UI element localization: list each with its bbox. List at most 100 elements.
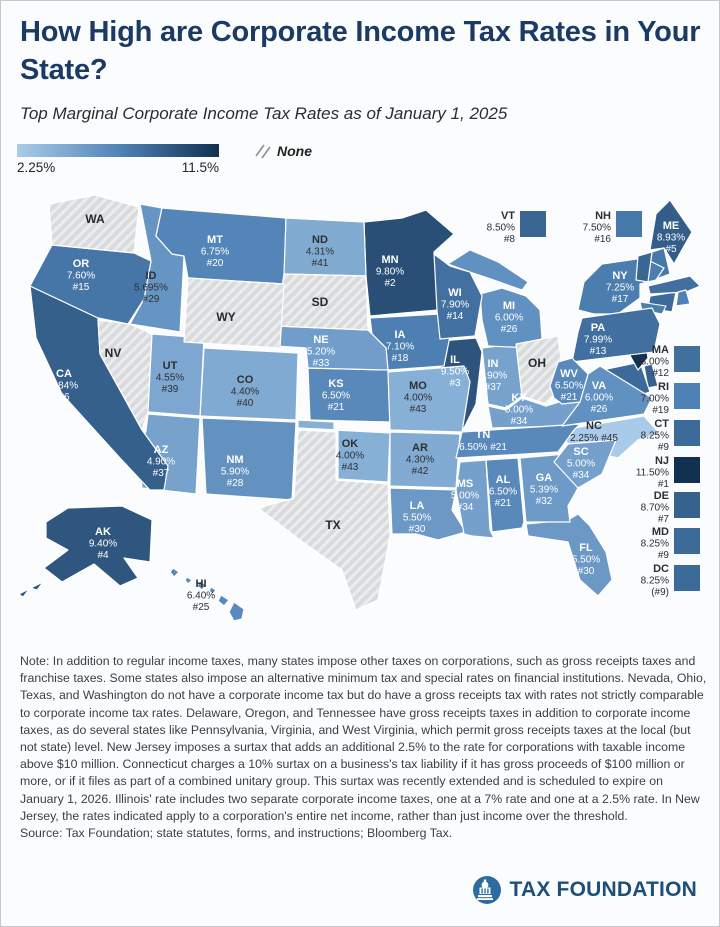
callout-MA: 8.00%: [641, 357, 669, 368]
state-label-FL: FL: [579, 542, 593, 554]
callout-NH: NH: [595, 210, 611, 222]
legend-max-label: 11.5%: [181, 160, 219, 175]
state-label-CA: 8.84%: [50, 381, 78, 392]
state-label-GA: 5.39%: [530, 485, 558, 496]
color-legend: 2.25% 11.5% None: [17, 142, 697, 182]
state-MI: [479, 287, 543, 349]
callout-swatch-DE: [674, 492, 700, 518]
callout-swatch-NJ: [674, 457, 700, 483]
page-subtitle: Top Marginal Corporate Income Tax Rates …: [20, 104, 508, 123]
state-label-SC: 5.00%: [567, 459, 595, 470]
state-label-ME: ME: [663, 220, 680, 232]
state-label-AR: 4.30%: [406, 455, 434, 466]
state-label-OK: 4.00%: [336, 451, 364, 462]
callout-MD: 8.25%: [641, 539, 669, 550]
callout-VT: 8.50%: [487, 223, 515, 234]
state-label-VA: #26: [591, 404, 608, 415]
state-VT: [635, 251, 653, 283]
state-label-WI: #14: [447, 311, 464, 322]
state-label-SD: SD: [312, 295, 329, 309]
state-label-LA: #30: [409, 524, 426, 535]
state-NY-part-2: [639, 301, 667, 315]
state-label-WV: WV: [560, 368, 578, 380]
callout-VT: #8: [504, 234, 516, 245]
hatch-swatch-icon: [255, 144, 271, 159]
callout-swatch-RI: [674, 383, 700, 409]
state-label-VA: 6.00%: [585, 393, 613, 404]
callout-CT: 8.25%: [641, 431, 669, 442]
state-label-IN: IN: [488, 358, 499, 370]
state-OK: [297, 419, 391, 483]
note-block: Note: In addition to regular income taxe…: [20, 653, 708, 842]
state-label-TN: TN: [476, 429, 491, 441]
callout-swatch-NH: [616, 211, 642, 237]
state-label-OK: #43: [342, 462, 359, 473]
state-label-KS: KS: [328, 378, 343, 390]
state-label-AZ: AZ: [154, 444, 169, 456]
state-label-GA: GA: [536, 472, 553, 484]
state-label-ID: ID: [146, 270, 157, 282]
callout-NJ: 11.50%: [636, 468, 669, 479]
state-PA: [571, 307, 661, 363]
state-label-MI: #26: [501, 324, 518, 335]
state-TX: [257, 429, 391, 611]
state-label-CO: CO: [237, 374, 254, 386]
callout-swatch-MD: [674, 528, 700, 554]
state-label-LA: LA: [410, 500, 425, 512]
callout-CT: CT: [654, 418, 669, 430]
state-label-ID: #29: [143, 294, 160, 305]
state-label-PA: 7.99%: [584, 335, 612, 346]
state-WV: [549, 357, 589, 405]
state-MN: [363, 209, 455, 317]
callout-DE: #7: [658, 514, 670, 525]
state-label-SC: #34: [573, 470, 590, 481]
state-label-OR: 7.60%: [67, 271, 95, 282]
state-label-OR: OR: [73, 258, 90, 270]
state-label-SC: SC: [573, 446, 588, 458]
callout-MA: MA: [652, 344, 669, 356]
state-label-UT: 4.55%: [156, 373, 184, 384]
state-label-AZ: #37: [153, 468, 170, 479]
callout-NJ: NJ: [655, 455, 669, 467]
state-label-NY: 7.25%: [606, 283, 634, 294]
state-label-MN: 9.80%: [376, 267, 404, 278]
state-label-AL: AL: [496, 474, 511, 486]
state-AK: [43, 505, 153, 587]
state-label-MO: MO: [409, 380, 427, 392]
state-label-UT: UT: [163, 360, 178, 372]
callout-MA: #12: [652, 368, 669, 379]
brand-name: TAX FOUNDATION: [509, 878, 697, 901]
legend-none-entry: None: [253, 142, 312, 160]
state-NM: [201, 417, 297, 501]
state-label-AL: #21: [495, 498, 512, 509]
state-label-IL: 9.50%: [441, 367, 469, 378]
state-label-NE: 5.20%: [307, 347, 335, 358]
state-label-AR: #42: [412, 466, 429, 477]
state-label-NV: NV: [105, 346, 122, 360]
state-label-KY: 5.00%: [505, 405, 533, 416]
state-MS: [455, 459, 495, 539]
legend-gradient-bar: [17, 144, 219, 157]
page-title: How High are Corporate Income Tax Rates …: [20, 16, 701, 86]
callout-swatch-MA: [674, 346, 700, 372]
state-label-VA: VA: [592, 380, 607, 392]
state-TN: [455, 423, 581, 459]
state-label-WV: #21: [561, 392, 578, 403]
state-label-WV: 6.50%: [555, 381, 583, 392]
state-label-LA: 5.50%: [403, 513, 431, 524]
state-label-CO: #40: [237, 398, 254, 409]
us-choropleth-map: AL6.50%#21AK9.40%#4AZ4.90%#37AR4.30%#42C…: [18, 194, 701, 622]
callout-CT: #9: [658, 442, 670, 453]
state-label-ME: 8.93%: [657, 233, 685, 244]
state-label-ME: #5: [665, 244, 677, 255]
state-label-TN: 6.50% #21: [459, 442, 507, 453]
state-label-WA: WA: [85, 212, 105, 226]
state-MI-part-2: [446, 249, 529, 291]
state-label-NE: #33: [313, 358, 330, 369]
state-label-HI: #25: [193, 602, 210, 613]
callout-MD: MD: [652, 526, 669, 538]
state-label-MN: #2: [384, 278, 396, 289]
state-AK-part-3: [18, 588, 30, 598]
state-label-AK: #4: [97, 550, 109, 561]
callout-swatch-DC: [674, 565, 700, 591]
